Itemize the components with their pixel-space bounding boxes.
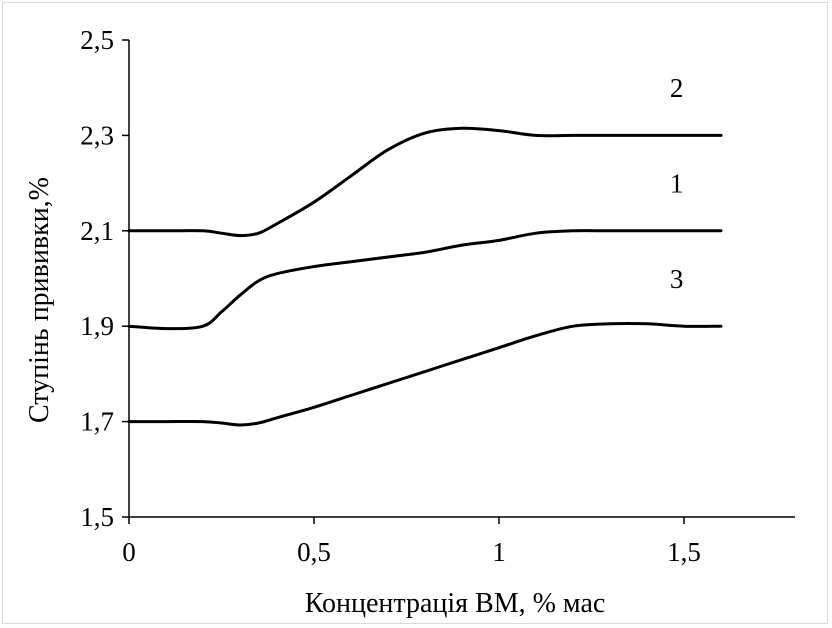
series-labels: 2 1 3 [670,73,684,294]
series-line-3 [127,322,723,427]
y-axis-title: Ступінь прививки,% [24,177,55,423]
y-tick-label: 2,1 [80,216,114,246]
y-tick-label: 1,5 [80,502,114,532]
y-tick-labels: 1,5 1,7 1,9 2,1 2,3 2,5 [80,25,129,532]
series-line-2 [127,126,723,238]
x-tick-labels: 0 0,5 1 1,5 [122,517,701,567]
x-tick-label: 0 [122,537,136,567]
series-label-3: 3 [670,264,684,294]
y-tick-label: 1,9 [80,311,114,341]
axes [128,40,795,518]
y-tick-label: 1,7 [80,407,114,437]
x-axis-title: Концентрація ВМ, % мас [305,588,606,619]
series-lines [127,126,723,427]
series-label-2: 2 [670,73,684,103]
x-tick-label: 1,5 [667,537,701,567]
y-tick-label: 2,3 [80,120,114,150]
y-tick-label: 2,5 [80,25,114,55]
x-tick-label: 1 [492,537,506,567]
series-label-1: 1 [670,169,684,199]
x-tick-label: 0,5 [297,537,331,567]
series-line-1 [127,229,723,331]
